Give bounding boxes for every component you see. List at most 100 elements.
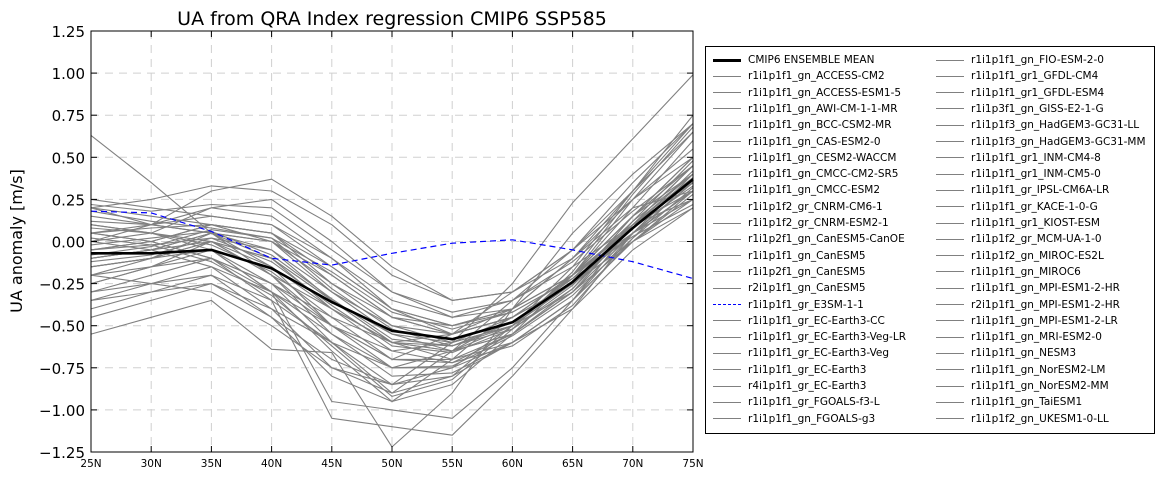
legend-label: r1i1p1f1_gn_NESM3 bbox=[971, 347, 1077, 360]
x-tick-label: 75N bbox=[682, 458, 703, 470]
legend-swatch bbox=[713, 141, 741, 142]
x-tick-label: 70N bbox=[622, 458, 643, 470]
legend-item: r1i1p1f1_gn_TaiESM1 bbox=[936, 394, 1082, 410]
legend-item: r1i1p1f1_gr_IPSL-CM6A-LR bbox=[936, 182, 1109, 198]
legend-item: r1i1p1f1_gn_MPI-ESM1-2-LR bbox=[936, 313, 1118, 329]
legend-swatch bbox=[936, 304, 964, 305]
legend-label: r1i1p1f1_gn_ACCESS-CM2 bbox=[748, 70, 885, 83]
legend-label: r1i1p1f1_gn_ACCESS-ESM1-5 bbox=[748, 86, 902, 99]
legend-swatch bbox=[713, 385, 741, 387]
y-tick-label: −0.25 bbox=[39, 276, 85, 294]
legend-swatch bbox=[936, 287, 964, 289]
legend-swatch bbox=[936, 271, 964, 273]
legend-item: r1i1p1f1_gn_ACCESS-CM2 bbox=[713, 68, 885, 84]
x-tick-label: 25N bbox=[80, 458, 101, 470]
grid bbox=[91, 31, 693, 452]
x-tick-label: 30N bbox=[141, 458, 162, 470]
legend-label: r1i1p1f1_gn_MIROC6 bbox=[971, 265, 1081, 278]
legend-label: r1i1p1f1_gr_EC-Earth3-Veg bbox=[748, 347, 890, 360]
legend-swatch bbox=[713, 75, 741, 77]
x-tick-label: 55N bbox=[442, 458, 463, 470]
y-tick-label: 0.25 bbox=[52, 191, 85, 209]
legend-swatch bbox=[936, 418, 964, 420]
legend-item: r1i1p1f1_gn_CanESM5 bbox=[713, 248, 866, 264]
legend-label: r1i1p1f1_gr1_INM-CM5-0 bbox=[971, 168, 1101, 181]
legend-swatch bbox=[713, 304, 741, 305]
legend-item: r1i1p1f2_gn_UKESM1-0-LL bbox=[936, 411, 1109, 427]
legend-item: r1i1p1f1_gr_KACE-1-0-G bbox=[936, 199, 1098, 215]
legend-swatch bbox=[713, 352, 741, 354]
legend-label: r1i1p1f1_gn_MPI-ESM1-2-LR bbox=[971, 314, 1118, 327]
legend-swatch bbox=[713, 157, 741, 159]
legend-item: r1i1p1f1_gn_MPI-ESM1-2-HR bbox=[936, 280, 1120, 296]
legend-label: r1i1p1f2_gr_CNRM-CM6-1 bbox=[748, 200, 883, 213]
legend-item: r1i1p1f1_gr1_GFDL-CM4 bbox=[936, 68, 1098, 84]
legend-swatch bbox=[936, 92, 964, 94]
legend-swatch bbox=[936, 320, 964, 322]
legend-swatch bbox=[936, 385, 964, 387]
legend-label: r1i1p1f1_gn_CESM2-WACCM bbox=[748, 151, 897, 164]
legend-item: r2i1p1f1_gn_MPI-ESM1-2-HR bbox=[936, 297, 1120, 313]
legend-swatch bbox=[713, 124, 741, 126]
y-tick-label: 1.25 bbox=[52, 23, 85, 41]
legend-label: r1i1p1f1_gr_EC-Earth3-Veg-LR bbox=[748, 331, 906, 344]
legend-item: r1i1p2f1_gn_CanESM5-CanOE bbox=[713, 231, 905, 247]
legend-item: r1i1p1f1_gr1_INM-CM5-0 bbox=[936, 166, 1101, 182]
legend-swatch bbox=[936, 238, 964, 240]
legend-item: r1i1p1f3_gn_HadGEM3-GC31-MM bbox=[936, 134, 1146, 150]
legend-swatch bbox=[713, 401, 741, 403]
y-tick-label: −0.75 bbox=[39, 360, 85, 378]
legend-swatch bbox=[936, 124, 964, 126]
legend-swatch bbox=[713, 173, 741, 175]
legend-item: r1i1p1f2_gr_MCM-UA-1-0 bbox=[936, 231, 1102, 247]
legend-label: r1i1p1f1_gr_EC-Earth3-CC bbox=[748, 314, 885, 327]
legend-item: r1i1p1f1_gn_NESM3 bbox=[936, 345, 1076, 361]
legend-item: r1i1p1f1_gr_EC-Earth3-Veg bbox=[713, 345, 889, 361]
y-tick-label: 1.00 bbox=[52, 65, 85, 83]
legend-item: r1i1p1f1_gn_BCC-CSM2-MR bbox=[713, 117, 892, 133]
legend-item: r1i1p1f1_gr1_KIOST-ESM bbox=[936, 215, 1100, 231]
legend-label: r1i1p1f1_gr_FGOALS-f3-L bbox=[748, 396, 880, 409]
legend-item: r2i1p1f1_gn_CanESM5 bbox=[713, 280, 866, 296]
legend-item: r1i1p1f1_gn_NorESM2-LM bbox=[936, 362, 1105, 378]
series-line-45 bbox=[90, 126, 694, 397]
legend-label: r1i1p1f1_gr1_KIOST-ESM bbox=[971, 217, 1100, 229]
legend-label: r4i1p1f1_gr_EC-Earth3 bbox=[748, 380, 867, 392]
legend-swatch bbox=[713, 238, 741, 240]
legend-item: r1i1p1f1_gn_FIO-ESM-2-0 bbox=[936, 52, 1104, 68]
legend-item: r1i1p1f1_gn_CAS-ESM2-0 bbox=[713, 134, 881, 150]
legend-item: r1i1p1f1_gr_E3SM-1-1 bbox=[713, 297, 864, 313]
legend-item: r1i1p1f1_gr_EC-Earth3-CC bbox=[713, 313, 885, 329]
x-tick-label: 40N bbox=[261, 458, 282, 470]
legend-label: CMIP6 ENSEMBLE MEAN bbox=[748, 54, 875, 66]
legend-label: r1i1p1f1_gr_EC-Earth3 bbox=[748, 363, 867, 376]
legend-item: r1i1p1f1_gr1_INM-CM4-8 bbox=[936, 150, 1101, 166]
legend-label: r1i1p1f1_gn_FIO-ESM-2-0 bbox=[971, 54, 1104, 66]
legend-label: r1i1p1f1_gn_BCC-CSM2-MR bbox=[748, 119, 892, 132]
legend-item: r1i1p1f1_gn_MRI-ESM2-0 bbox=[936, 329, 1102, 345]
legend-label: r2i1p1f1_gn_MPI-ESM1-2-HR bbox=[971, 298, 1120, 311]
legend-swatch bbox=[713, 271, 741, 273]
legend-item: r4i1p1f1_gr_EC-Earth3 bbox=[713, 378, 866, 394]
legend-label: r1i1p2f1_gn_CanESM5 bbox=[748, 265, 866, 278]
legend-swatch bbox=[936, 173, 964, 175]
legend-label: r1i1p1f3_gn_HadGEM3-GC31-MM bbox=[971, 135, 1146, 148]
legend-swatch bbox=[713, 336, 741, 338]
legend-label: r1i1p1f1_gn_MRI-ESM2-0 bbox=[971, 331, 1102, 344]
legend-item: r1i1p1f1_gr1_GFDL-ESM4 bbox=[936, 85, 1104, 101]
legend-item: r1i1p1f1_gr_EC-Earth3-Veg-LR bbox=[713, 329, 906, 345]
legend-swatch bbox=[713, 369, 741, 371]
legend-label: r1i1p1f2_gr_CNRM-ESM2-1 bbox=[748, 217, 889, 229]
legend-item: r1i1p1f1_gn_AWI-CM-1-1-MR bbox=[713, 101, 898, 117]
legend-swatch bbox=[713, 222, 741, 224]
series-line-42 bbox=[90, 180, 694, 354]
legend-swatch bbox=[936, 255, 964, 257]
legend: CMIP6 ENSEMBLE MEAN r1i1p1f1_gn_ACCESS-CM… bbox=[705, 46, 1155, 434]
legend-label: r1i1p1f1_gr_IPSL-CM6A-LR bbox=[971, 184, 1110, 197]
x-tick-label: 65N bbox=[562, 458, 583, 470]
legend-label: r1i1p1f1_gn_FGOALS-g3 bbox=[748, 412, 876, 425]
legend-label: r1i1p1f1_gr_KACE-1-0-G bbox=[971, 200, 1098, 213]
legend-label: r1i1p1f1_gn_CMCC-CM2-SR5 bbox=[748, 168, 899, 181]
legend-item: r1i1p1f2_gr_CNRM-CM6-1 bbox=[713, 199, 883, 215]
series-line-44 bbox=[90, 165, 694, 313]
